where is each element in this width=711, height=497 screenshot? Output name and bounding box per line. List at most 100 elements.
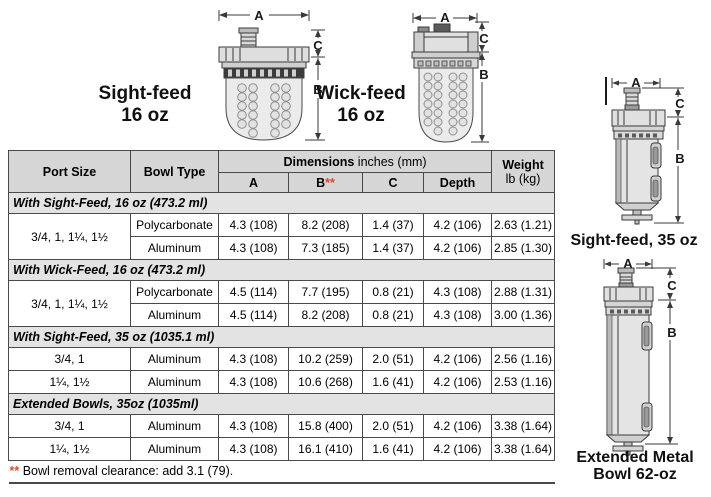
figure-label-wick-feed-16oz: Wick-feed 16 oz	[311, 83, 411, 127]
b-footnote-marker: **	[325, 175, 335, 190]
cell-port-size: 3/4, 1	[8, 414, 131, 438]
col-header-b: B**	[288, 172, 363, 193]
figure-label-sight-feed-16oz: Sight-feed 16 oz	[75, 83, 215, 127]
figure-label-line: Sight-feed, 35 oz	[570, 232, 698, 249]
cell-dim-a: 4.3 (108)	[218, 213, 289, 237]
col-header-bowl-type: Bowl Type	[130, 150, 219, 193]
cell-bowl-type: Polycarbonate	[130, 280, 219, 304]
figure-label-line: Extended Metal	[576, 449, 694, 466]
stray-mark	[605, 77, 607, 105]
table-row: Aluminum 4.5 (114) 8.2 (208) 0.8 (21) 4.…	[9, 303, 556, 327]
cell-weight: 3.38 (1.64)	[491, 414, 556, 438]
cell-dim-a: 4.3 (108)	[218, 236, 289, 260]
cell-bowl-type: Aluminum	[130, 347, 219, 371]
cell-dim-b: 8.2 (208)	[288, 303, 363, 327]
dim-a-label: A	[440, 10, 450, 25]
cell-dim-b: 10.6 (268)	[288, 370, 363, 394]
cell-weight: 2.56 (1.16)	[491, 347, 556, 371]
cell-dim-b: 15.8 (400)	[288, 414, 363, 438]
cell-depth: 4.2 (106)	[422, 347, 493, 371]
weight-units-label: lb (kg)	[505, 171, 541, 186]
wick-feed-16oz-drawing: A C B	[411, 10, 489, 143]
cell-dim-c: 1.4 (37)	[362, 213, 424, 237]
figure-label-extended-62oz: Extended Metal Bowl 62-oz	[560, 449, 710, 483]
col-header-a: A	[218, 172, 289, 193]
cell-bowl-type: Aluminum	[130, 414, 219, 438]
cell-weight: 2.88 (1.31)	[491, 280, 556, 304]
cell-weight: 2.85 (1.30)	[491, 236, 556, 260]
figure-label-line: 16 oz	[121, 105, 169, 126]
dimensions-table: Port Size Bowl Type Dimensions inches (m…	[7, 150, 556, 484]
dimensions-label: Dimensions	[283, 154, 355, 169]
b-label: B	[316, 175, 326, 190]
col-header-port-size: Port Size	[8, 150, 131, 193]
dim-a-label: A	[623, 256, 633, 271]
col-header-depth: Depth	[422, 172, 493, 193]
cell-dim-c: 2.0 (51)	[362, 414, 424, 438]
dim-a-label: A	[254, 8, 264, 23]
cell-dim-c: 2.0 (51)	[362, 347, 424, 371]
cell-depth: 4.2 (106)	[422, 213, 493, 237]
cell-depth: 4.2 (106)	[422, 414, 493, 438]
table-row: ** Bowl removal clearance: add 3.1 (79).	[8, 460, 555, 484]
cell-dim-a: 4.3 (108)	[218, 414, 289, 438]
cell-weight: 3.38 (1.64)	[491, 437, 556, 461]
dim-b-label: B	[667, 325, 676, 340]
cell-depth: 4.3 (108)	[422, 303, 493, 327]
cell-depth: 4.2 (106)	[422, 437, 493, 461]
cell-bowl-type: Polycarbonate	[130, 213, 219, 237]
dim-c-label: C	[479, 31, 489, 46]
cell-dim-a: 4.3 (108)	[218, 370, 289, 394]
col-header-c: C	[362, 172, 424, 193]
figure-label-line: Wick-feed	[316, 83, 406, 104]
section-title: With Sight-Feed, 35 oz (1035.1 ml)	[7, 326, 556, 348]
cell-dim-b: 10.2 (259)	[288, 347, 363, 371]
cell-dim-b: 8.2 (208)	[288, 213, 363, 237]
cell-dim-c: 1.6 (41)	[362, 437, 424, 461]
cell-weight: 3.00 (1.36)	[491, 303, 556, 327]
cell-bowl-type: Aluminum	[130, 303, 219, 327]
cell-bowl-type: Aluminum	[130, 236, 219, 260]
cell-dim-a: 4.3 (108)	[218, 347, 289, 371]
table-row: Aluminum 4.3 (108) 7.3 (185) 1.4 (37) 4.…	[9, 236, 556, 260]
dim-a-label: A	[631, 75, 641, 90]
col-header-dimensions: Dimensions inches (mm)	[217, 150, 493, 173]
footnote-marker: **	[9, 464, 20, 479]
table-row: 3/4, 1 Aluminum 4.3 (108) 15.8 (400) 2.0…	[8, 414, 556, 438]
cell-port-size: 1¼, 1½	[8, 370, 131, 394]
cell-dim-c: 0.8 (21)	[362, 280, 424, 304]
cell-dim-a: 4.5 (114)	[218, 303, 289, 327]
figure-label-sight-feed-35oz: Sight-feed, 35 oz	[559, 232, 709, 249]
table-row: 3/4, 1 Aluminum 4.3 (108) 10.2 (259) 2.0…	[8, 347, 556, 371]
figure-label-line: Bowl 62-oz	[593, 466, 677, 483]
dim-b-label: B	[479, 67, 488, 82]
section-title: Extended Bowls, 35oz (1035ml)	[7, 393, 556, 415]
cell-dim-c: 0.8 (21)	[362, 303, 424, 327]
cell-weight: 2.53 (1.16)	[491, 370, 556, 394]
cell-dim-c: 1.4 (37)	[362, 236, 424, 260]
cell-port-size: 3/4, 1, 1¼, 1½	[8, 213, 131, 260]
cell-port-size: 3/4, 1, 1¼, 1½	[8, 280, 131, 327]
cell-port-size: 3/4, 1	[8, 347, 131, 371]
cell-depth: 4.3 (108)	[422, 280, 493, 304]
table-row: 1¼, 1½ Aluminum 4.3 (108) 10.6 (268) 1.6…	[8, 370, 556, 394]
table-row: 1¼, 1½ Aluminum 4.3 (108) 16.1 (410) 1.6…	[8, 437, 556, 461]
extended-metal-bowl-62oz-drawing: A C B	[603, 256, 678, 456]
sight-feed-16oz-drawing: A C B	[218, 8, 325, 141]
cell-dim-a: 4.5 (114)	[218, 280, 289, 304]
section-title: With Sight-Feed, 16 oz (473.2 ml)	[7, 192, 556, 214]
dim-b-label: B	[675, 151, 684, 166]
cell-dim-b: 7.3 (185)	[288, 236, 363, 260]
dim-b-label: B	[313, 82, 322, 97]
cell-depth: 4.2 (106)	[422, 236, 493, 260]
dim-c-label: C	[667, 278, 677, 293]
cell-dim-c: 1.6 (41)	[362, 370, 424, 394]
cell-bowl-type: Aluminum	[130, 437, 219, 461]
cell-port-size: 1¼, 1½	[8, 437, 131, 461]
col-header-weight: Weight lb (kg)	[491, 150, 556, 193]
table-row: 3/4, 1, 1¼, 1½ Polycarbonate 4.5 (114) 7…	[8, 280, 556, 327]
table-row: 3/4, 1, 1¼, 1½ Polycarbonate 4.3 (108) 8…	[8, 213, 556, 260]
dim-c-label: C	[675, 96, 685, 111]
footnote: ** Bowl removal clearance: add 3.1 (79).	[8, 460, 555, 484]
